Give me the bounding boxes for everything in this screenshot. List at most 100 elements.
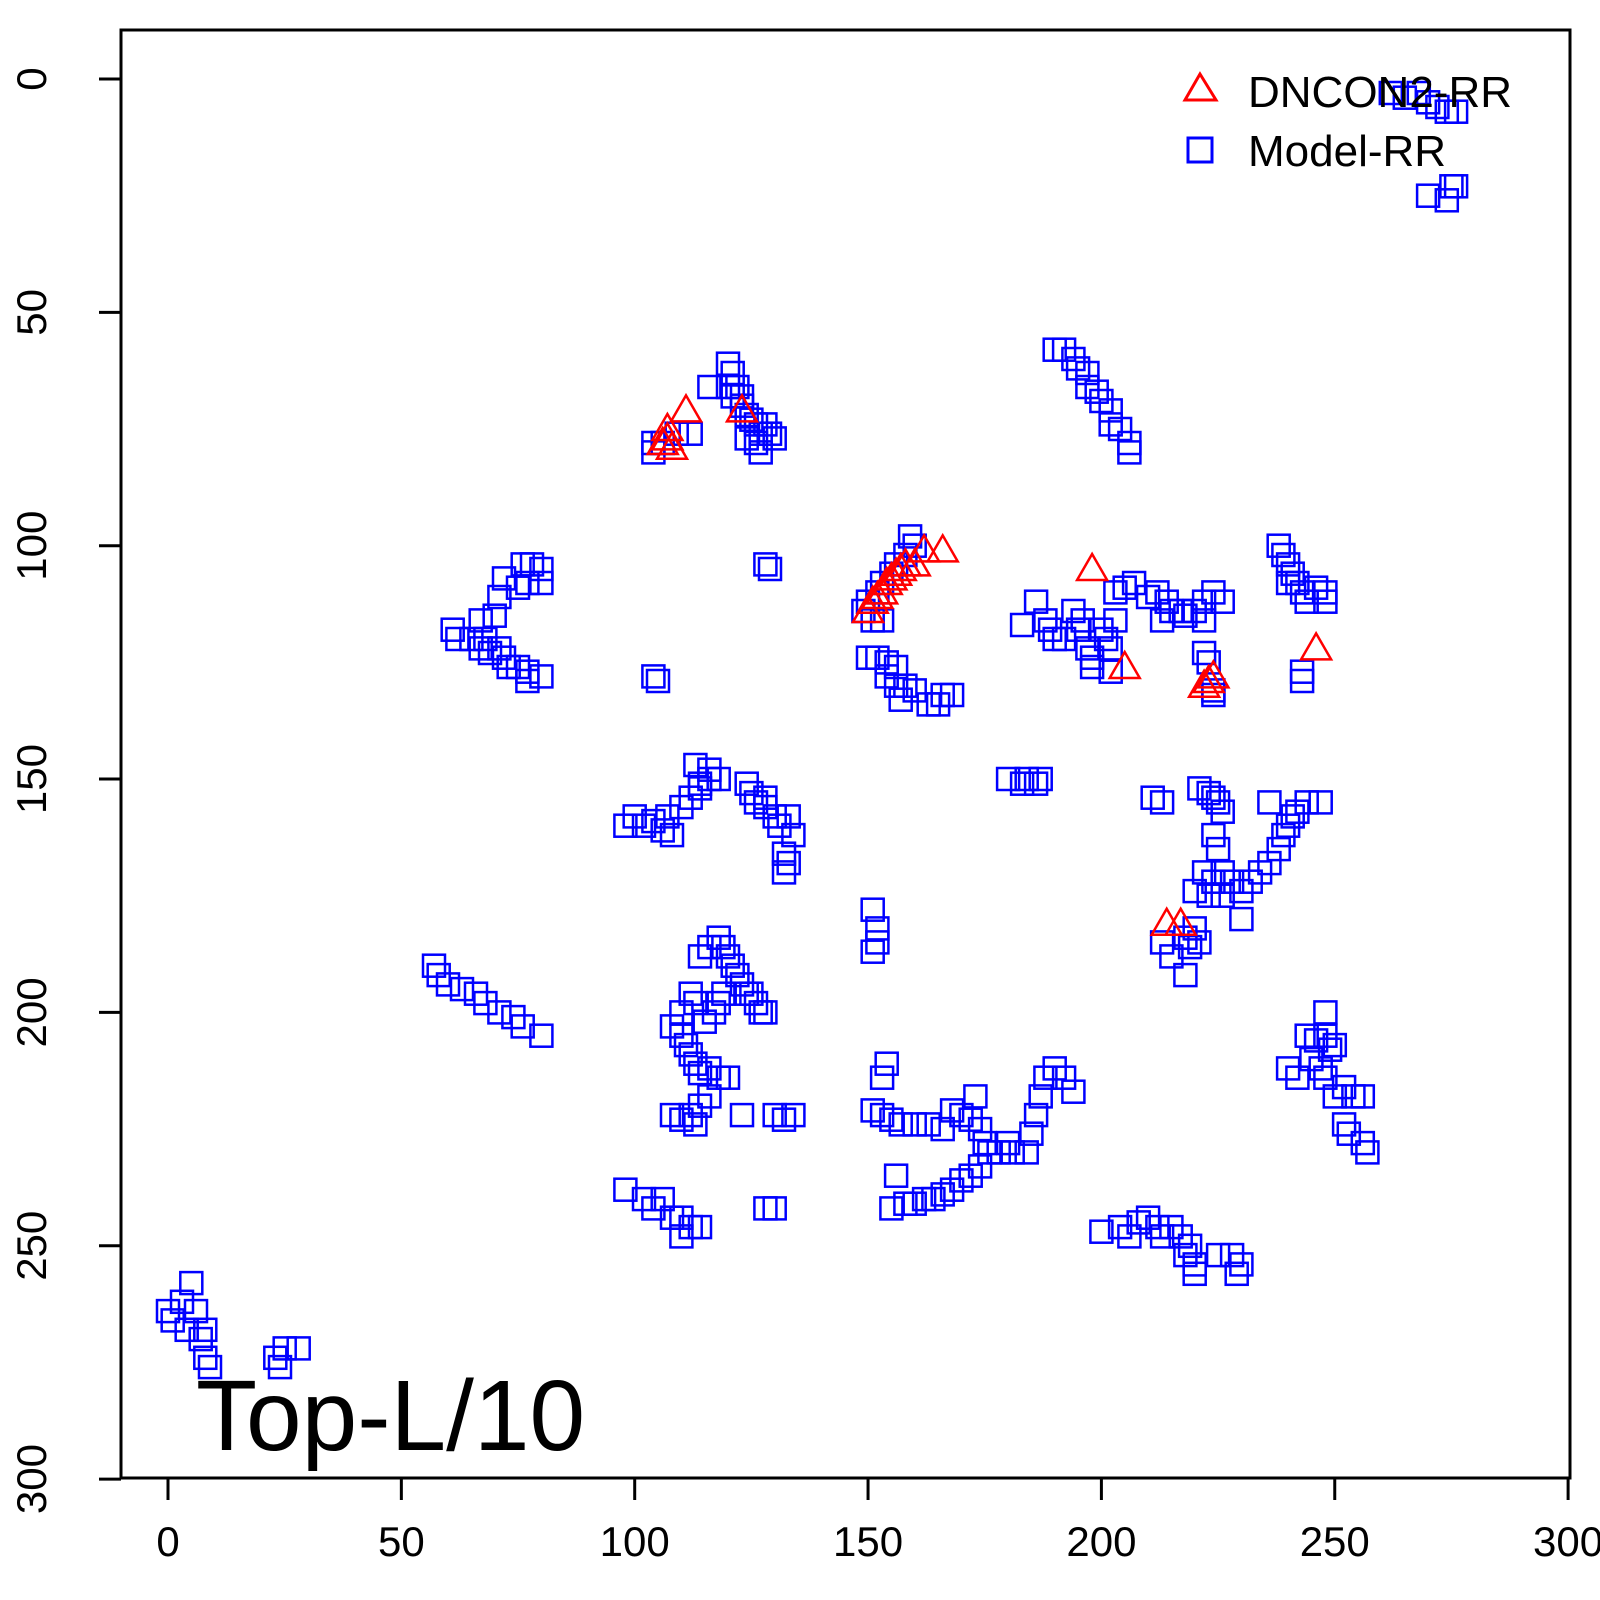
model-rr-point [622, 804, 647, 829]
model-rr-point [421, 953, 447, 978]
model-rr-point [459, 626, 484, 652]
model-rr-point [473, 990, 498, 1016]
model-rr-point [641, 1196, 666, 1221]
model-rr-point [860, 897, 885, 922]
model-rr-point [655, 804, 680, 829]
model-rr-point [1443, 174, 1469, 199]
model-rr-point [1177, 934, 1203, 960]
model-rr-point [888, 1112, 913, 1137]
model-rr-point [1070, 608, 1095, 633]
model-rr-point [669, 1000, 694, 1025]
model-rr-point [715, 1065, 741, 1090]
model-rr-point [697, 934, 722, 960]
model-rr-point [645, 668, 671, 694]
y-tick-label: 100 [8, 511, 55, 581]
model-rr-point [1266, 836, 1291, 862]
model-rr-point [1350, 1130, 1376, 1156]
model-rr-point [1317, 1037, 1343, 1062]
model-rr-point [1135, 584, 1161, 610]
dncon2-rr-point [1196, 658, 1231, 689]
model-rr-point [1098, 659, 1123, 684]
model-rr-point [1191, 640, 1217, 666]
model-rr-point [491, 566, 517, 591]
model-rr-point [893, 1191, 918, 1216]
model-rr-point [193, 1317, 218, 1343]
dncon2-rr-point [925, 532, 960, 563]
model-rr-point [902, 1112, 927, 1137]
model-rr-point [650, 818, 675, 843]
model-rr-point [753, 552, 778, 577]
model-rr-point [426, 962, 451, 988]
model-rr-point [1275, 570, 1301, 596]
model-rr-point [1294, 1023, 1319, 1048]
model-rr-point [1177, 1233, 1203, 1259]
model-rr-point [1173, 603, 1198, 628]
model-rr-point [916, 1112, 941, 1137]
model-rr-point [160, 1308, 185, 1333]
model-rr-point [762, 1102, 787, 1128]
model-rr-point [739, 407, 764, 432]
x-tick-label: 250 [1300, 1518, 1370, 1565]
model-rr-point [1229, 906, 1254, 932]
model-rr-point [902, 533, 927, 558]
model-rr-point [1182, 916, 1207, 941]
model-rr-point [1331, 1074, 1357, 1100]
model-rr-point [1378, 80, 1404, 106]
model-rr-point [669, 1224, 694, 1249]
model-rr-point [179, 1270, 204, 1296]
model-rr-point [1210, 860, 1235, 885]
model-rr-point [757, 556, 783, 582]
model-rr-point [1210, 799, 1235, 824]
model-rr-point [874, 1051, 899, 1076]
model-rr-point [529, 1023, 554, 1048]
x-tick-label: 300 [1533, 1518, 1600, 1565]
dncon2-rr-point [1163, 906, 1198, 936]
model-rr-point [767, 813, 792, 838]
model-rr-point [1289, 668, 1315, 694]
model-rr-point [1037, 617, 1063, 642]
model-rr-point [641, 808, 666, 834]
model-rr-point [641, 664, 666, 689]
x-tick-label: 100 [600, 1518, 670, 1565]
dncon2-rr-point [654, 430, 690, 460]
model-rr-point [1336, 1121, 1362, 1146]
model-rr-point [1117, 440, 1142, 465]
model-rr-point [1061, 598, 1086, 624]
model-rr-point [1107, 1214, 1133, 1240]
model-rr-point [687, 1093, 713, 1118]
model-rr-point [711, 981, 736, 1006]
model-rr-point [1028, 766, 1053, 792]
model-rr-point [1140, 785, 1165, 810]
model-rr-point [669, 1107, 694, 1132]
model-rr-point [1266, 533, 1291, 558]
model-rr-point [683, 1112, 708, 1137]
model-rr-point [1331, 1112, 1357, 1137]
model-rr-point [1303, 575, 1329, 600]
model-rr-point [183, 1298, 209, 1324]
model-rr-point [487, 1000, 512, 1025]
model-rr-point [683, 752, 708, 778]
dncon2-rr-point [1074, 551, 1110, 582]
model-rr-point [1313, 589, 1338, 614]
dncon2-rr-point [645, 425, 680, 456]
model-rr-point [986, 1140, 1011, 1165]
model-rr-point [1313, 1000, 1338, 1025]
model-rr-point [1023, 771, 1049, 796]
model-rr-point [1191, 860, 1217, 885]
model-rr-point [529, 570, 554, 596]
model-rr-point [678, 785, 703, 810]
model-rr-point [1275, 1056, 1301, 1081]
model-rr-point [529, 664, 554, 689]
model-rr-point [725, 962, 750, 988]
model-rr-point [757, 421, 783, 446]
model-rr-point [949, 1102, 974, 1128]
model-rr-point [972, 1130, 997, 1156]
model-rr-point [1285, 1065, 1310, 1090]
model-rr-point [967, 1154, 993, 1179]
model-rr-point [501, 1004, 526, 1030]
model-rr-point [473, 626, 498, 652]
legend-square-marker [1186, 136, 1214, 164]
model-rr-point [762, 1196, 787, 1221]
